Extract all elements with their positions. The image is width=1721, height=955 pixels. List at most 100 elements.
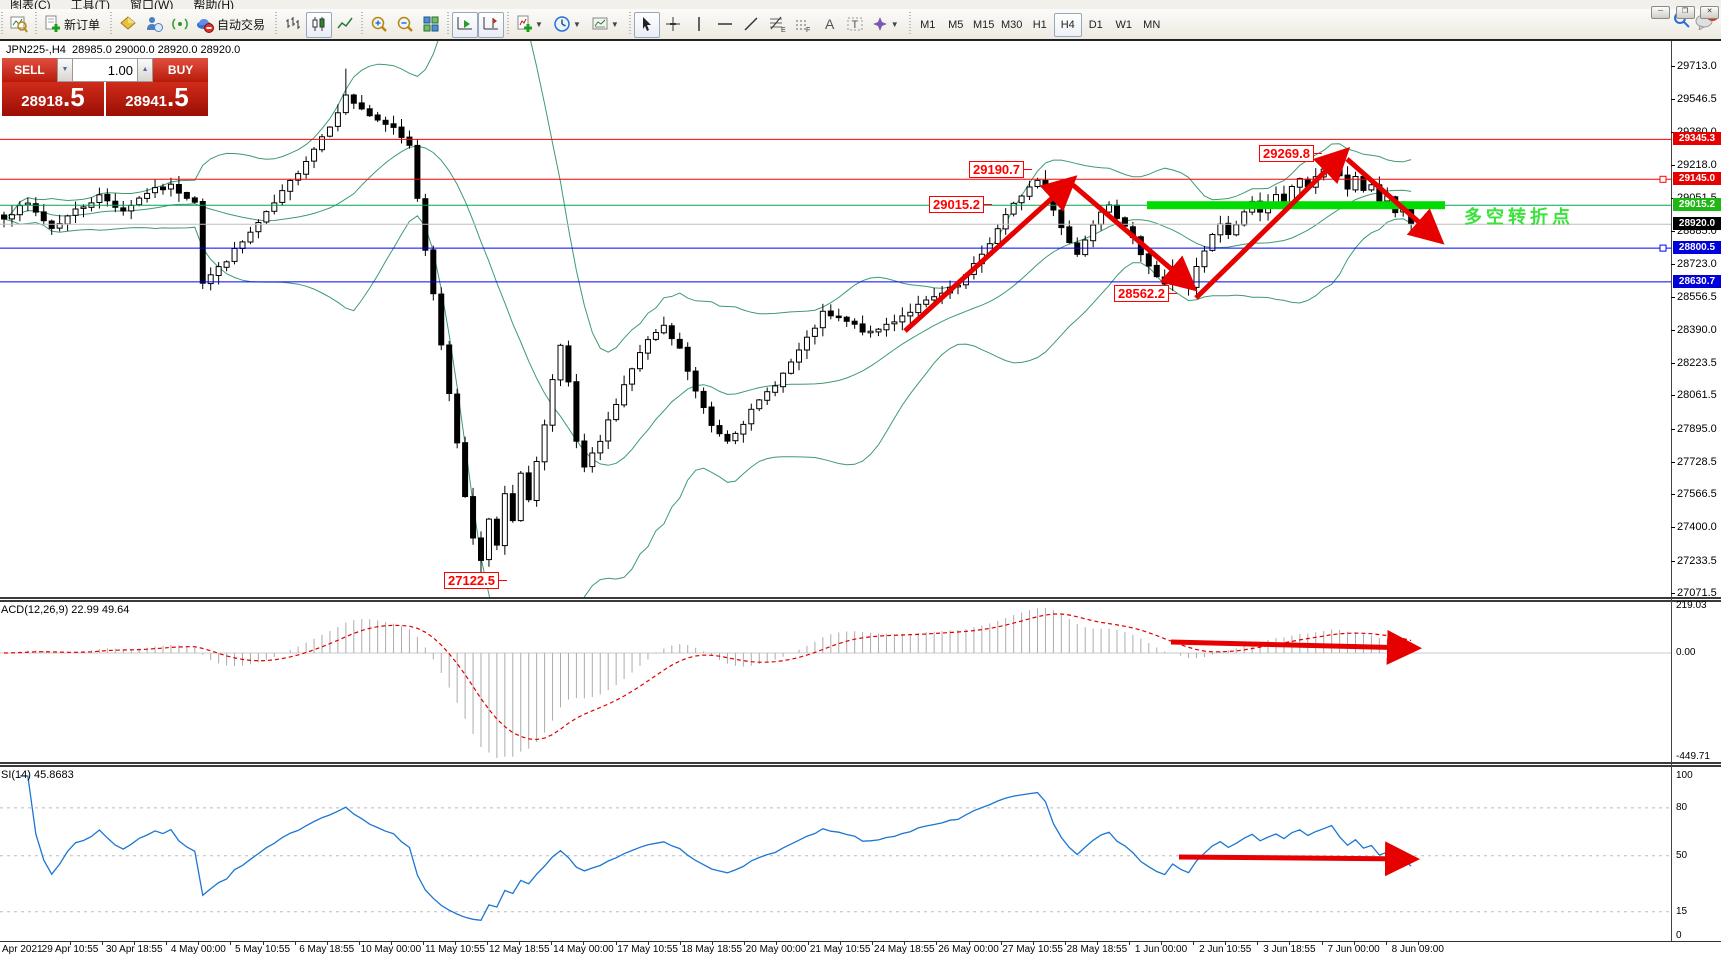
macd-pane[interactable]: [0, 602, 1671, 762]
zoom-out-button[interactable]: [392, 12, 418, 38]
time-axis[interactable]: Apr 2021 29 Apr 10:55 30 Apr 18:55 4 May 00…: [0, 941, 1721, 955]
menu-item-1[interactable]: 工具(T): [70, 0, 110, 9]
price-tick-mark: [1671, 428, 1675, 430]
toolbar-grip[interactable]: [275, 12, 278, 36]
text-label-button[interactable]: T: [842, 12, 868, 38]
toolbar-grip[interactable]: [1, 12, 3, 36]
crosshair-icon: [664, 17, 682, 37]
time-tick-mark: [743, 942, 745, 945]
volume-input[interactable]: [73, 58, 137, 82]
timeframe-button-M5[interactable]: M5: [948, 19, 964, 31]
restore-button[interactable]: ❐: [1675, 6, 1695, 19]
volume-increase-button[interactable]: ▲: [137, 58, 154, 82]
volume-decrease-button[interactable]: ▼: [56, 58, 73, 82]
time-tick-mark: [102, 942, 104, 945]
data-window-button[interactable]: [141, 12, 167, 38]
timeframe-button-M15[interactable]: M15: [973, 19, 995, 31]
arrows-button[interactable]: ▼: [868, 12, 906, 38]
rsi-pane[interactable]: [0, 767, 1671, 941]
close-button[interactable]: ✕: [1700, 6, 1719, 19]
time-tick-mark: [679, 942, 681, 945]
toolbar-grip[interactable]: [35, 12, 37, 36]
time-tick-mark: [647, 942, 649, 945]
time-label: 28 May 18:55: [1066, 944, 1128, 955]
toolbar-grip[interactable]: [110, 12, 113, 36]
chevron-down-icon[interactable]: ▼: [572, 20, 581, 29]
tile-windows-button[interactable]: [418, 12, 444, 38]
time-tick-mark: [968, 942, 970, 945]
toolbar-grip[interactable]: [361, 12, 364, 36]
chart-shift-button[interactable]: [478, 12, 505, 38]
vertical-line-button[interactable]: [686, 12, 712, 38]
crosshair-button[interactable]: [660, 12, 686, 38]
auto-scroll-button[interactable]: [452, 12, 479, 38]
auto-trading-button[interactable]: 自动交易: [193, 12, 272, 38]
trendline-icon: [742, 17, 760, 37]
periods-button[interactable]: ▼: [550, 12, 588, 38]
toolbar-grip[interactable]: [507, 12, 510, 36]
market-watch-button[interactable]: [115, 12, 141, 38]
ask-price[interactable]: 28941.5: [106, 82, 208, 116]
pane-splitter-macd[interactable]: [0, 597, 1721, 602]
fibonacci-button[interactable]: E: [764, 12, 790, 38]
candlestick-chart-button[interactable]: [306, 12, 333, 38]
chevron-down-icon[interactable]: ▼: [610, 20, 619, 29]
svg-text:E: E: [781, 27, 786, 33]
rsi-axis-80: 80: [1676, 801, 1688, 813]
zoom-in-button[interactable]: [366, 12, 392, 38]
arrows-icon: [871, 17, 889, 37]
templates-icon: [591, 17, 609, 37]
time-label: 4 May 00:00: [170, 944, 226, 955]
timeframe-button-D1[interactable]: D1: [1088, 19, 1103, 31]
menu-item-0[interactable]: 图表(C): [10, 0, 51, 9]
trendline-button[interactable]: [738, 12, 764, 38]
price-tick-mark: [1671, 66, 1675, 67]
time-label: 26 May 00:00: [938, 944, 999, 955]
bar-chart-button[interactable]: [280, 12, 306, 38]
text-button[interactable]: A: [816, 12, 842, 38]
chart-shift-icon: [482, 17, 500, 37]
toolbar-grip[interactable]: [628, 12, 631, 36]
indicators-button[interactable]: ▼: [512, 12, 550, 38]
chevron-down-icon[interactable]: ▼: [535, 20, 543, 29]
time-tick-mark: [1000, 942, 1002, 945]
menu-item-2[interactable]: 窗口(W): [130, 0, 174, 9]
timeframe-button-MN[interactable]: MN: [1143, 19, 1161, 31]
buy-button[interactable]: BUY: [153, 58, 208, 82]
toolbar-group-2: 自动交易: [113, 9, 274, 41]
menu-item-3[interactable]: 帮助(H): [193, 0, 234, 9]
navigator-button[interactable]: [167, 12, 193, 38]
chart-title: JPN225-,H4 28985.0 29000.0 28920.0 28920…: [6, 44, 240, 56]
minimize-button[interactable]: ─: [1651, 6, 1671, 19]
templates-button[interactable]: ▼: [588, 12, 626, 38]
toolbar-grip[interactable]: [447, 12, 450, 36]
time-tick-mark: [1193, 942, 1195, 945]
chevron-down-icon[interactable]: ▼: [890, 20, 899, 29]
timeframe-button-M1[interactable]: M1: [920, 19, 936, 31]
time-tick-mark: [1257, 942, 1259, 945]
price-badge-29015.2: 29015.2: [1673, 198, 1721, 212]
auto-trading-label: 自动交易: [217, 18, 266, 32]
new-chart-button[interactable]: [6, 12, 32, 38]
macd-label: ACD(12,26,9) 22.99 49.64: [1, 604, 130, 616]
timeframe-button-H4[interactable]: H4: [1053, 13, 1082, 37]
main-chart-pane[interactable]: [0, 41, 1671, 597]
channel-button[interactable]: F: [790, 12, 816, 38]
timeframe-button-H1[interactable]: H1: [1032, 19, 1047, 31]
line-chart-button[interactable]: [332, 12, 358, 38]
cursor-button[interactable]: [633, 12, 660, 38]
new-order-button[interactable]: 新订单: [40, 12, 107, 38]
chart-window[interactable]: JPN225-,H4 28985.0 29000.0 28920.0 28920…: [0, 41, 1721, 955]
time-tick-mark: [1385, 942, 1387, 945]
horizontal-line-button[interactable]: [712, 12, 738, 38]
sell-button[interactable]: SELL: [2, 58, 57, 82]
timeframe-button-M30[interactable]: M30: [1001, 19, 1023, 31]
one-click-trading-panel: SELL ▼ ▲ BUY 28918.5 28941.5: [2, 58, 208, 116]
time-label: 14 May 00:00: [553, 944, 614, 955]
bid-price[interactable]: 28918.5: [2, 82, 104, 116]
pane-splitter-rsi[interactable]: [0, 762, 1721, 767]
time-label: 12 May 18:55: [488, 944, 550, 955]
timeframe-button-W1[interactable]: W1: [1115, 19, 1132, 31]
time-tick-mark: [1161, 942, 1163, 945]
